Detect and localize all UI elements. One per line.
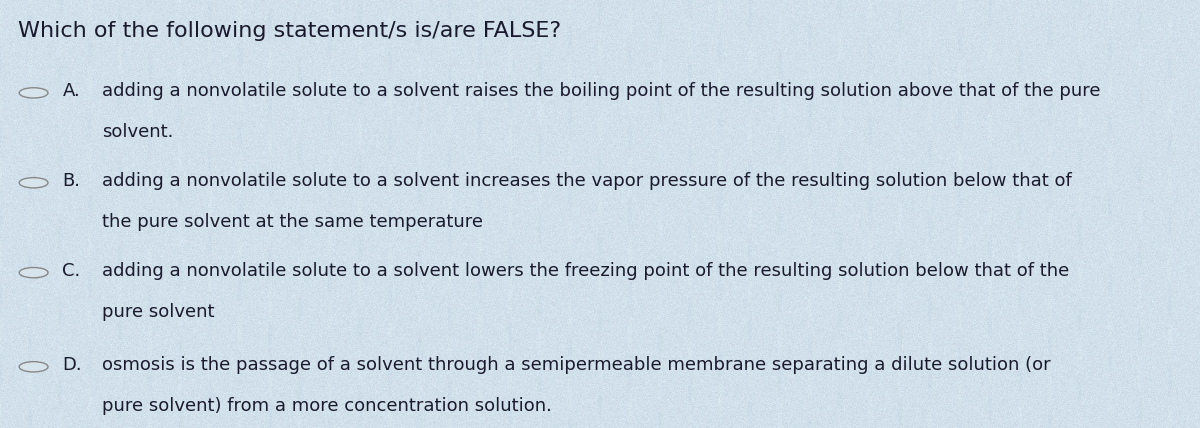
Text: D.: D. — [62, 356, 82, 374]
Text: C.: C. — [62, 262, 80, 280]
Text: solvent.: solvent. — [102, 123, 173, 141]
Circle shape — [19, 268, 48, 278]
Text: pure solvent: pure solvent — [102, 303, 215, 321]
Text: the pure solvent at the same temperature: the pure solvent at the same temperature — [102, 213, 482, 231]
Text: adding a nonvolatile solute to a solvent increases the vapor pressure of the res: adding a nonvolatile solute to a solvent… — [102, 172, 1072, 190]
Circle shape — [19, 178, 48, 188]
Text: pure solvent) from a more concentration solution.: pure solvent) from a more concentration … — [102, 397, 552, 415]
Text: B.: B. — [62, 172, 80, 190]
Circle shape — [19, 362, 48, 372]
Text: osmosis is the passage of a solvent through a semipermeable membrane separating : osmosis is the passage of a solvent thro… — [102, 356, 1051, 374]
Text: adding a nonvolatile solute to a solvent raises the boiling point of the resulti: adding a nonvolatile solute to a solvent… — [102, 82, 1100, 100]
Text: Which of the following statement/s is/are FALSE?: Which of the following statement/s is/ar… — [18, 21, 562, 42]
Text: A.: A. — [62, 82, 80, 100]
Text: adding a nonvolatile solute to a solvent lowers the freezing point of the result: adding a nonvolatile solute to a solvent… — [102, 262, 1069, 280]
Circle shape — [19, 88, 48, 98]
